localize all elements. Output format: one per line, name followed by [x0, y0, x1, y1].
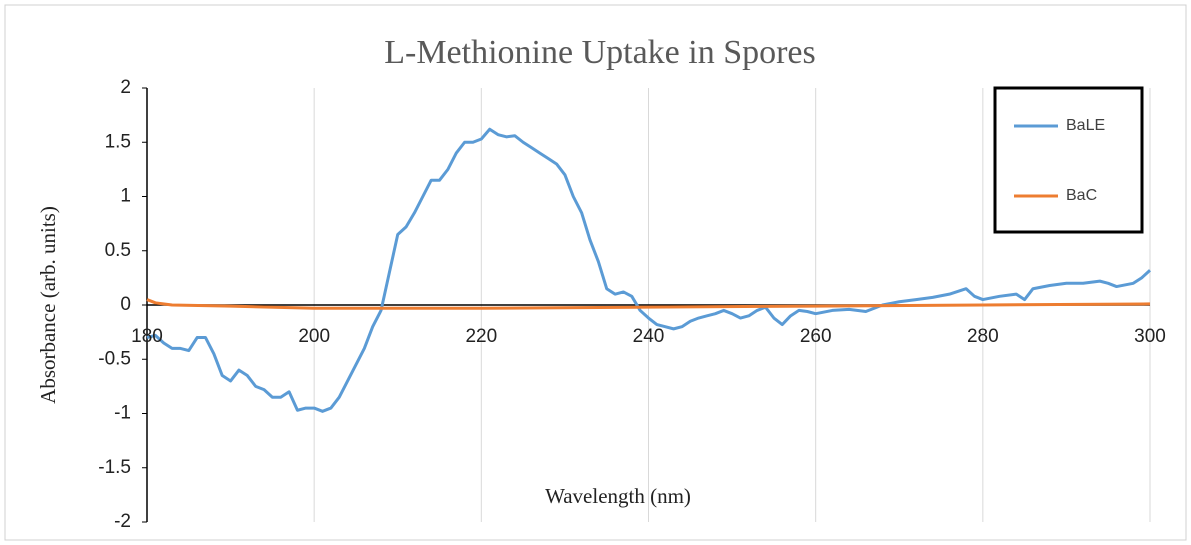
- data-line: [146, 298, 1151, 310]
- y-tick-label: 0.5: [105, 240, 131, 261]
- y-axis-label: Absorbance (arb. units): [36, 206, 60, 404]
- legend-box: [993, 86, 1144, 234]
- y-tick-label: -2: [114, 511, 131, 532]
- y-tick-label: 0: [120, 294, 131, 315]
- x-tick-label: 180: [131, 326, 163, 347]
- y-tick-label: -1: [114, 403, 131, 424]
- x-tick-label: 280: [967, 326, 999, 347]
- x-axis-label: Wavelength (nm): [545, 484, 691, 508]
- x-tick-label: 200: [298, 326, 330, 347]
- y-tick-label: 1.5: [105, 131, 131, 152]
- y-tick-label: 2: [120, 77, 131, 98]
- y-tick-label: -1.5: [98, 457, 131, 478]
- legend-label: BaC: [1066, 187, 1097, 204]
- legend-label: BaLE: [1066, 117, 1105, 134]
- chart-title: L-Methionine Uptake in Spores: [384, 34, 816, 71]
- data-line: [146, 127, 1152, 413]
- x-tick-label: 260: [800, 326, 832, 347]
- x-tick-label: 220: [465, 326, 497, 347]
- x-tick-label: 300: [1134, 326, 1166, 347]
- x-tick-label: 240: [633, 326, 665, 347]
- y-tick-label: 1: [120, 186, 131, 207]
- y-tick-label: -0.5: [98, 348, 131, 369]
- chart-frame: [4, 4, 1187, 541]
